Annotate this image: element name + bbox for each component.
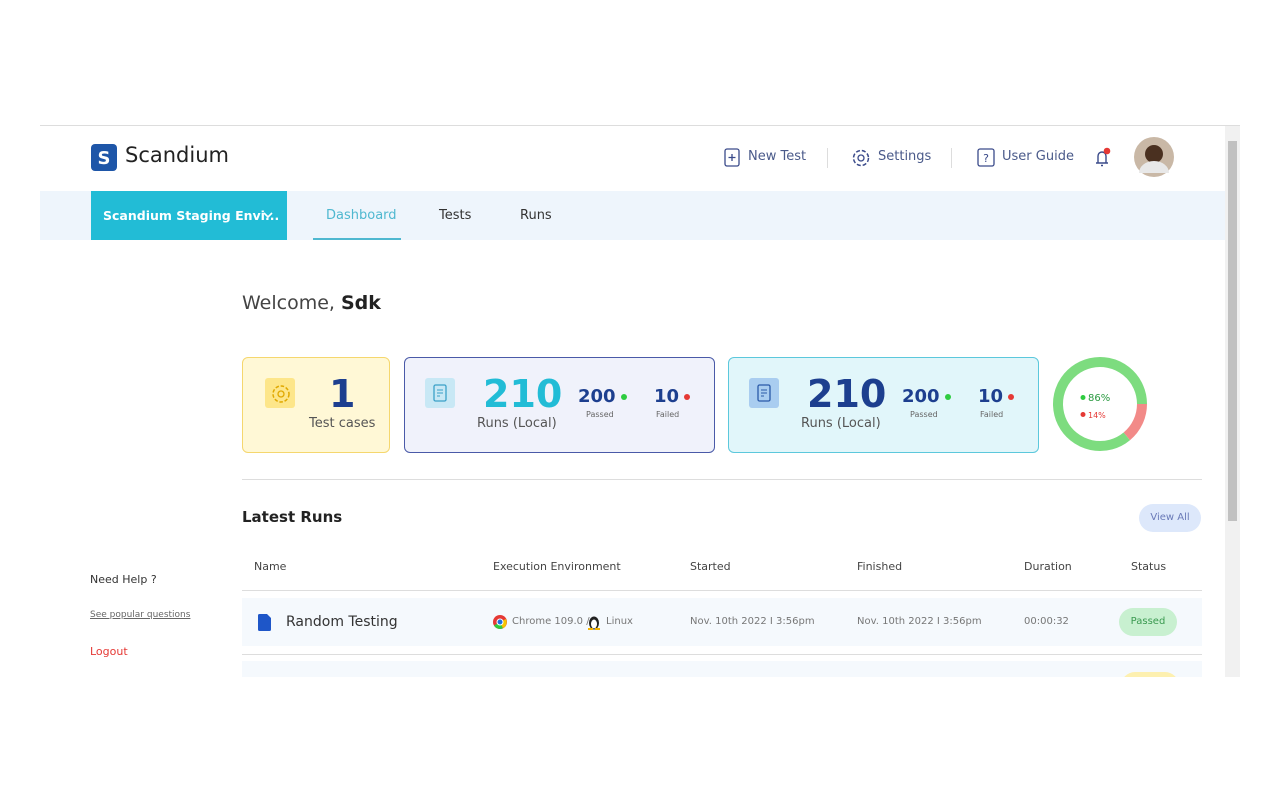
svg-text:?: ? [983,152,989,165]
passed-number: 200 [578,386,616,407]
failed-label: Failed [656,410,680,419]
environment-name[interactable]: Scandium Staging Envi... [103,208,280,223]
donut-slice [1123,403,1147,441]
run-name[interactable]: Random Testing [286,614,398,630]
nav-link[interactable]: New Test [748,149,807,164]
brand-logo: S [91,144,117,171]
section-title: Latest Runs [242,508,343,526]
finished: Nov. 10th 2022 I 3:56pm [857,616,982,627]
donut-label: 86% [1088,393,1110,404]
divider [827,148,828,168]
tab[interactable]: Runs [520,208,552,223]
tab[interactable]: Tests [439,208,472,223]
browser: Chrome 109.0 / [512,616,590,627]
failed-count: 10 [654,386,691,407]
chevron[interactable] [263,211,273,219]
svg-text:S: S [98,148,111,169]
passed-label: Passed [910,410,938,419]
faq-link[interactable]: See popular questions [90,610,191,620]
tab[interactable]: Dashboard [326,208,397,223]
stat-card: 210 Runs (Local) 200 Passed 10 Failed [404,357,715,453]
passed-dot [620,394,627,400]
status-badge [1121,672,1179,677]
passed-label: Passed [586,410,614,419]
user-name: Sdk [341,292,381,314]
chrome-icon [493,615,507,629]
nav-link[interactable]: User Guide [1002,149,1074,164]
guide-icon[interactable]: ? [977,148,995,167]
column-header: Execution Environment [493,560,621,573]
column-header: Finished [857,560,903,573]
card-icon [265,378,295,408]
scrollbar-thumb[interactable] [1228,141,1237,521]
donut-slice [1053,357,1147,451]
new-test-icon[interactable] [724,148,740,167]
card-label: Runs (Local) [801,416,881,431]
logout-link[interactable]: Logout [90,645,128,658]
divider [242,654,1202,655]
card-label: Test cases [309,416,376,431]
notification-bell[interactable] [1092,146,1112,168]
legend-dot [1080,412,1086,417]
brand-name: Scandium [125,143,229,167]
stat-card: 210 Runs (Local) 200 Passed 10 Failed [728,357,1039,453]
passed-count: 200 [902,386,951,407]
os: Linux [606,616,633,627]
column-header: Status [1131,560,1167,573]
greeting: Welcome, [242,292,335,314]
card-count: 210 [807,372,887,416]
nav-link[interactable]: Settings [878,149,932,164]
stat-card: 1 Test cases [242,357,390,453]
column-header: Duration [1024,560,1072,573]
table-row[interactable] [242,598,1202,646]
failed-dot [1008,394,1015,400]
failed-dot [684,394,691,400]
legend-dot [1080,395,1086,400]
failed-label: Failed [980,410,1004,419]
help-heading: Need Help ? [90,573,157,586]
donut-label: 14% [1088,411,1106,420]
table-row[interactable] [242,661,1202,677]
started: Nov. 10th 2022 I 3:56pm [690,616,815,627]
column-header: Started [690,560,731,573]
tab-underline [313,238,401,240]
divider [242,590,1202,591]
view-all-button[interactable]: View All [1139,504,1201,532]
settings-icon[interactable] [851,148,871,168]
donut-chart: 86% 14% [1053,357,1147,451]
user-avatar[interactable] [1134,137,1174,177]
passed-dot [944,394,951,400]
divider [242,479,1202,480]
failed-number: 10 [654,386,680,407]
status-badge: Passed [1119,608,1177,636]
card-label: Runs (Local) [477,416,557,431]
card-count: 1 [329,372,356,416]
passed-number: 200 [902,386,940,407]
file-icon [258,614,271,631]
app-window: S Scandium New Test Settings ? User Guid… [40,125,1240,677]
card-icon [425,378,455,408]
linux-icon [588,616,600,630]
failed-number: 10 [978,386,1004,407]
divider [951,148,952,168]
card-icon [749,378,779,408]
column-header: Name [254,560,287,573]
card-count: 210 [483,372,563,416]
duration: 00:00:32 [1024,616,1069,627]
environment-select[interactable] [91,191,287,240]
passed-count: 200 [578,386,627,407]
welcome: Welcome, Sdk [242,292,381,314]
failed-count: 10 [978,386,1015,407]
